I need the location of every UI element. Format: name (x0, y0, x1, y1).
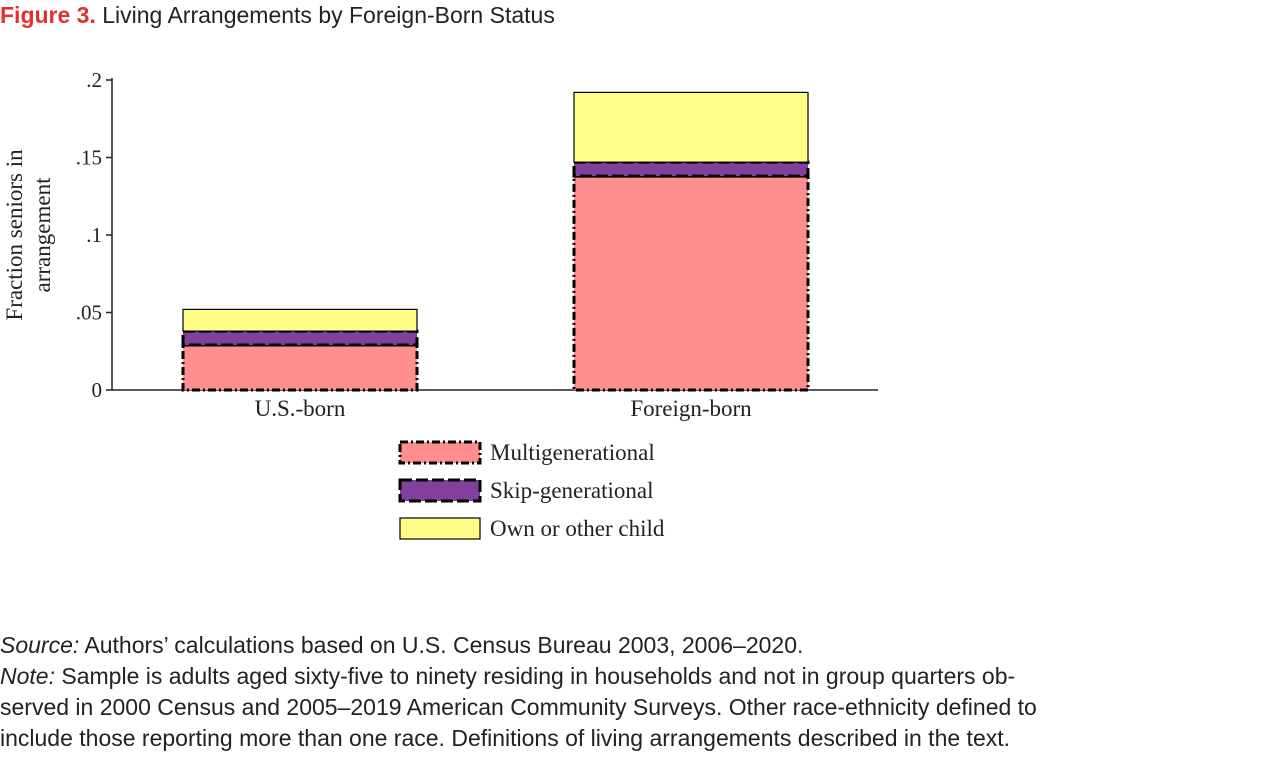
note-label: Note: (0, 663, 55, 689)
x-tick-label: U.S.-born (255, 396, 346, 421)
chart-bars (181, 91, 810, 392)
legend-label: Multigenerational (490, 440, 655, 465)
figure-title-text: Living Arrangements by Foreign-Born Stat… (102, 2, 555, 28)
y-axis-title: Fraction seniors in arrangement (2, 149, 55, 321)
legend-swatch (398, 478, 482, 503)
y-tick-label: 0 (92, 378, 103, 402)
bar-segment-skip-generational-foreign-born (572, 160, 810, 178)
x-tick-labels: U.S.-born Foreign-born (255, 396, 753, 421)
stacked-bar-chart: Fraction seniors in arrangement 0 .05 .1 .15… (2, 68, 878, 541)
legend-swatch (398, 440, 482, 465)
y-tick-label: .1 (86, 223, 102, 247)
bar-segment-own-or-other-child-u-s-born (182, 308, 418, 332)
y-axis-label: Fraction seniors in arrangement (2, 149, 55, 321)
source-line: Source: Authors’ calculations based on U… (0, 630, 1280, 661)
y-tick-label: .15 (76, 146, 102, 170)
source-label: Source: (0, 632, 80, 658)
x-tick-label: Foreign-born (630, 396, 752, 421)
y-tick-label: .2 (86, 68, 102, 92)
source-text: Authors’ calculations based on U.S. Cens… (79, 632, 804, 658)
chart-legend: Multigenerational Skip-generational Own or… (398, 440, 665, 541)
note-text-1: Sample is adults aged sixty-five to nine… (54, 663, 1016, 689)
bar-segment-own-or-other-child-foreign-born (573, 91, 809, 163)
bar-segment-multigenerational-u-s-born (181, 343, 419, 392)
bar-segment-skip-generational-u-s-born (181, 329, 419, 347)
y-tick-label: .05 (76, 301, 102, 325)
legend-label: Skip-generational (490, 478, 654, 503)
legend-swatch (399, 517, 481, 540)
figure-title: Figure 3. Living Arrangements by Foreign… (0, 0, 555, 30)
note-line-1: Note: Sample is adults aged sixty-five t… (0, 661, 1280, 692)
bar-segment-multigenerational-foreign-born (572, 174, 810, 392)
figure-notes: Source: Authors’ calculations based on U… (0, 630, 1280, 754)
legend-label: Own or other child (490, 516, 665, 541)
note-line-2: served in 2000 Census and 2005–2019 Amer… (0, 694, 1037, 720)
note-line-3: include those reporting more than one ra… (0, 725, 1011, 751)
figure-label: Figure 3. (0, 2, 96, 28)
